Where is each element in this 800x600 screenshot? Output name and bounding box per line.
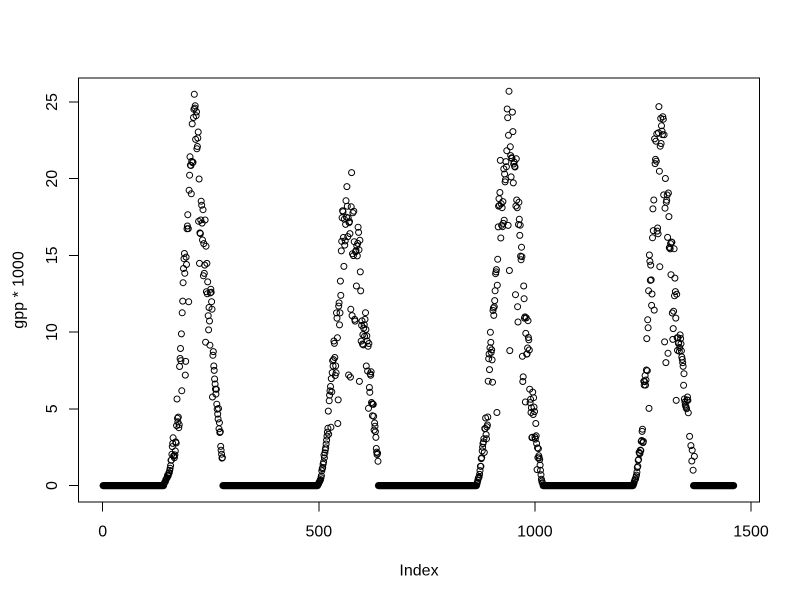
svg-text:15: 15: [44, 246, 61, 264]
svg-text:0: 0: [44, 481, 61, 490]
svg-text:1500: 1500: [733, 524, 769, 541]
svg-text:25: 25: [44, 93, 61, 111]
svg-text:1000: 1000: [517, 524, 553, 541]
svg-text:gpp * 1000: gpp * 1000: [10, 251, 27, 329]
svg-text:5: 5: [44, 404, 61, 413]
svg-text:Index: Index: [399, 563, 438, 580]
svg-text:500: 500: [305, 524, 332, 541]
svg-text:10: 10: [44, 323, 61, 341]
svg-text:20: 20: [44, 170, 61, 188]
svg-text:0: 0: [98, 524, 107, 541]
